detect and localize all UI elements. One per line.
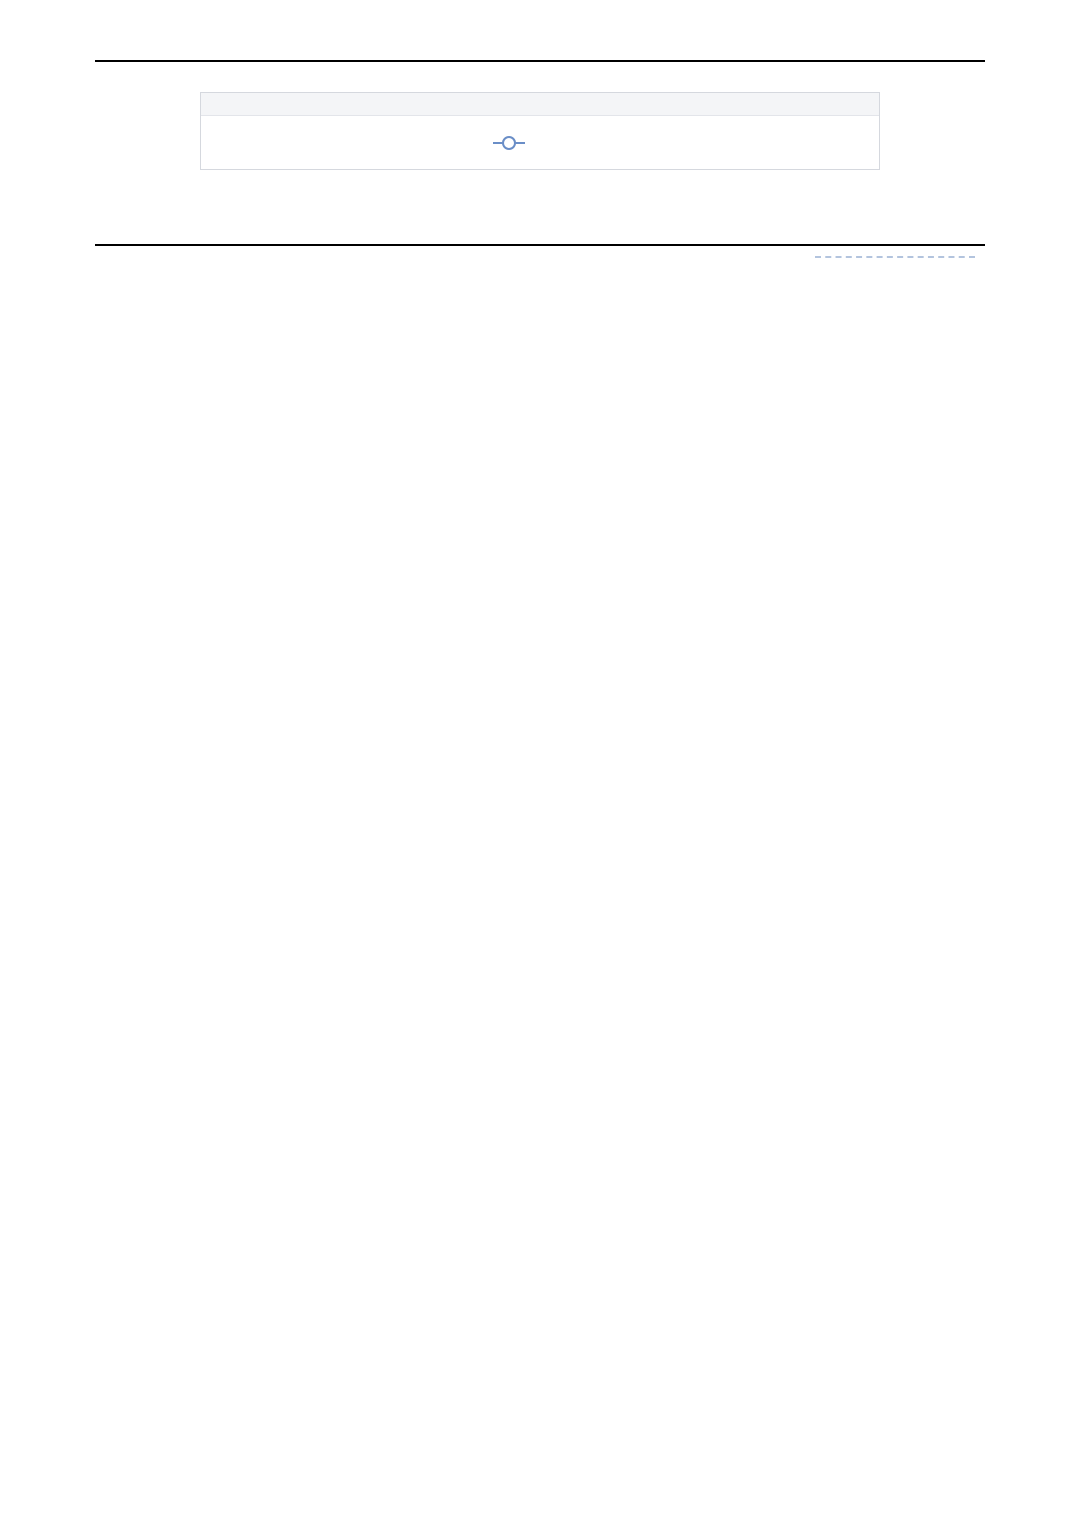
chart2-panel (105, 192, 975, 222)
filled-swatch-icon (555, 136, 581, 150)
chart1-panel (200, 92, 880, 170)
bottom-divider (95, 244, 985, 246)
hollow-circle-line-icon (493, 136, 525, 150)
annotation-bracket-icon (815, 256, 975, 258)
chart2-legend (105, 192, 195, 222)
chart1-title (201, 93, 879, 116)
chart1-legend (213, 136, 867, 155)
chart2-annotation (815, 254, 975, 258)
page (0, 0, 1080, 1527)
chart2-plot (201, 192, 975, 222)
top-divider (95, 60, 985, 62)
chart1-legend-item-1 (493, 136, 531, 150)
chart1-body (201, 116, 879, 169)
chart1-subtitle (213, 124, 867, 136)
chart1-legend-item-2 (555, 136, 587, 150)
